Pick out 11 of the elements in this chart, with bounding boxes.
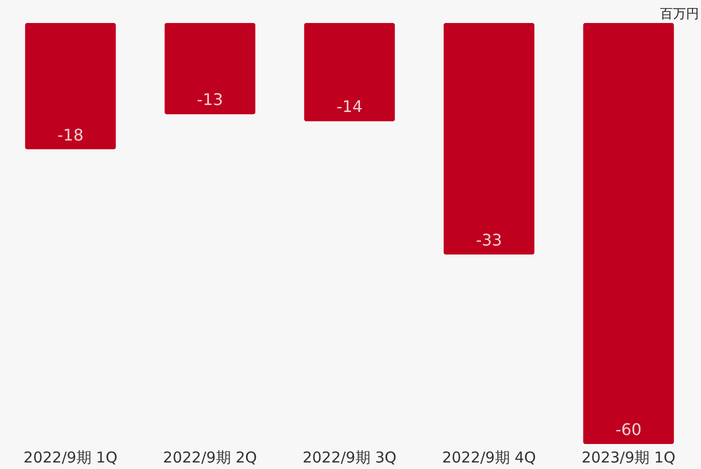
x-tick-label: 2022/9期 4Q [442, 448, 536, 466]
data-label: -14 [336, 97, 363, 116]
data-label: -13 [196, 90, 224, 110]
data-label: -33 [476, 230, 502, 250]
data-label: -18 [57, 125, 84, 144]
x-tick-label: 2022/9期 3Q [302, 448, 396, 466]
x-tick-label: 2023/9期 1Q [582, 448, 676, 466]
x-tick-label: 2022/9期 1Q [24, 448, 118, 466]
text: 百万円 [660, 7, 699, 22]
x-tick-label: 2022/9期 2Q [163, 448, 257, 466]
data-label: -60 [615, 420, 642, 439]
